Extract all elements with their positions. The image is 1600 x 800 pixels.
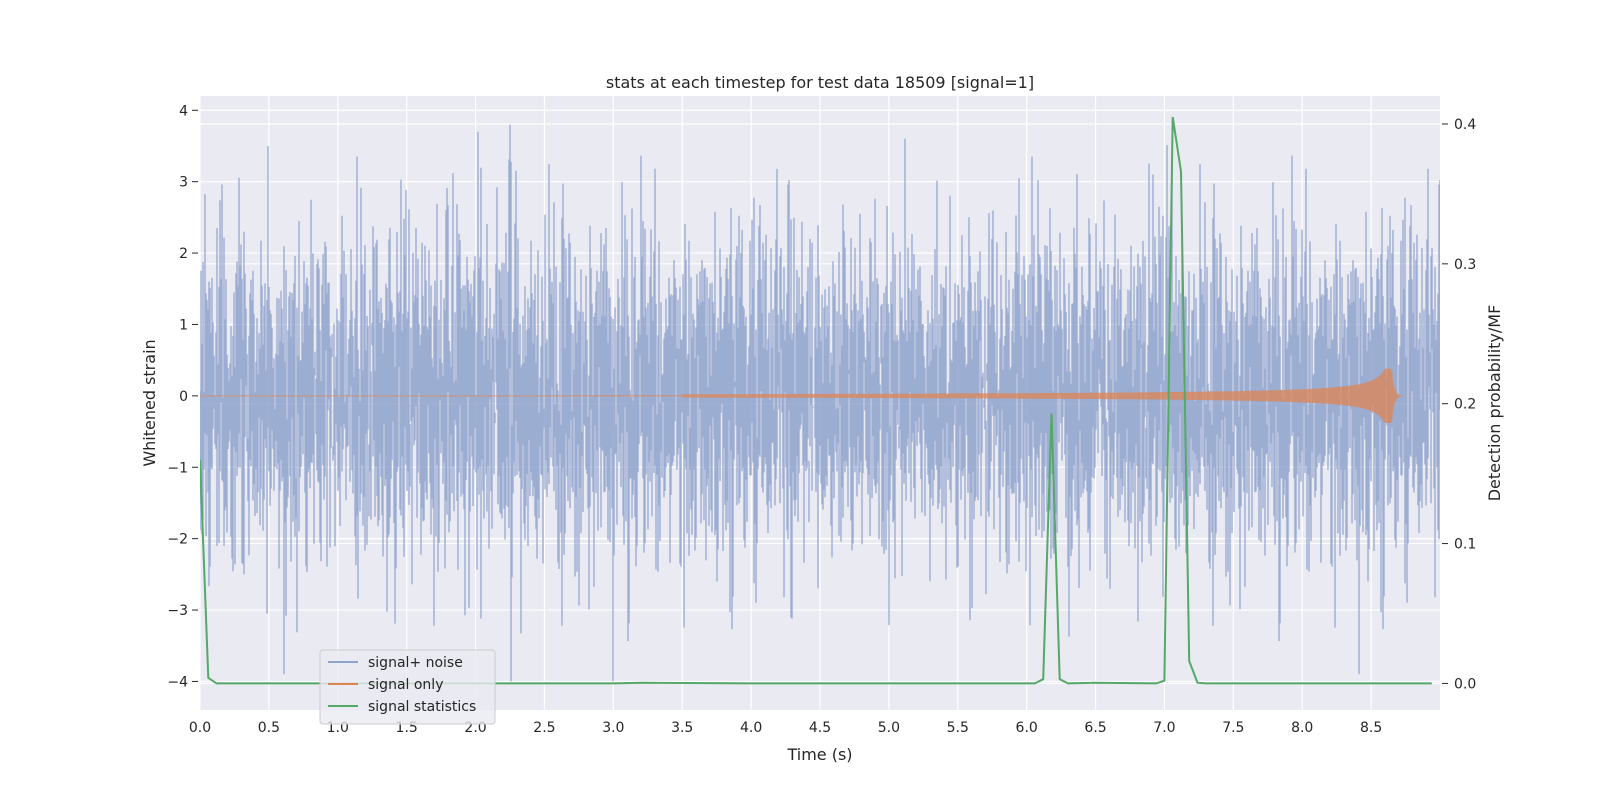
y2-axis-title: Detection probability/MF <box>1485 305 1504 502</box>
y2-tick-label: 0.1 <box>1454 537 1476 553</box>
y2-ticks: 0.4 0.3 0.2 0.1 0.0 <box>1442 117 1476 692</box>
y-tick-label: 2 <box>179 246 188 262</box>
y2-tick-label: 0.4 <box>1454 117 1476 133</box>
y-tick-label: 4 <box>179 103 188 119</box>
y-tick-label: −1 <box>167 460 188 476</box>
x-tick-label: 0.0 <box>189 720 211 736</box>
legend-box <box>319 649 496 725</box>
x-tick-label: 4.5 <box>809 720 831 736</box>
x-tick-label: 7.0 <box>1153 720 1175 736</box>
legend-label-signal-statistics: signal statistics <box>368 699 476 715</box>
x-tick-label: 2.5 <box>533 720 555 736</box>
x-tick-label: 3.5 <box>671 720 693 736</box>
x-tick-label: 7.5 <box>1222 720 1244 736</box>
legend-label-signal-only: signal only <box>368 677 443 693</box>
x-tick-label: 8.0 <box>1291 720 1313 736</box>
y-tick-label: −2 <box>167 532 188 548</box>
legend-label-signal-noise: signal+ noise <box>368 655 463 671</box>
y2-tick-label: 0.0 <box>1454 676 1476 692</box>
y-ticks: 4 3 2 1 0 −1 −2 −3 −4 <box>167 103 198 690</box>
x-tick-label: 6.5 <box>1084 720 1106 736</box>
y2-tick-label: 0.3 <box>1454 257 1476 273</box>
y-tick-label: 0 <box>179 389 188 405</box>
x-tick-label: 8.5 <box>1360 720 1382 736</box>
y2-tick-label: 0.2 <box>1454 397 1476 413</box>
y-tick-label: 3 <box>179 175 188 191</box>
legend: signal+ noise signal only signal statist… <box>319 649 496 725</box>
y-tick-label: −4 <box>167 674 188 690</box>
y-axis-title: Whitened strain <box>140 339 159 466</box>
x-tick-label: 3.0 <box>602 720 624 736</box>
x-tick-label: 5.5 <box>947 720 969 736</box>
chart-title: stats at each timestep for test data 185… <box>606 73 1034 92</box>
y-tick-label: 1 <box>179 317 188 333</box>
series-signal-only-line <box>200 368 1410 423</box>
y-tick-label: −3 <box>167 603 188 619</box>
x-tick-label: 4.0 <box>740 720 762 736</box>
x-tick-label: 0.5 <box>258 720 280 736</box>
x-tick-label: 5.0 <box>878 720 900 736</box>
x-axis-title: Time (s) <box>786 745 852 764</box>
x-tick-label: 6.0 <box>1016 720 1038 736</box>
